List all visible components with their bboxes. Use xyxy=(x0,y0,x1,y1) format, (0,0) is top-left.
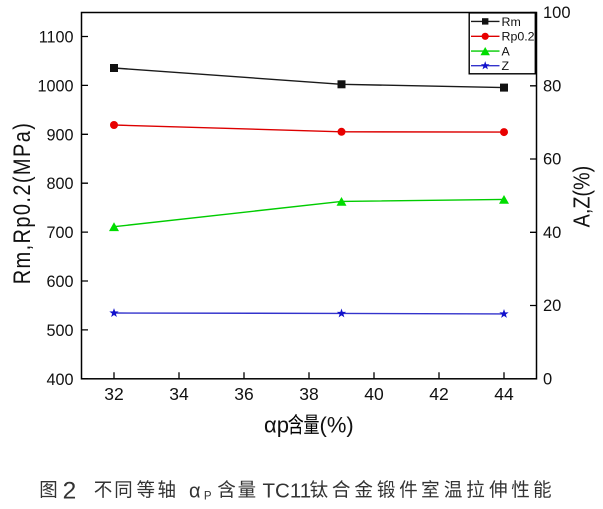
svg-text:40: 40 xyxy=(543,224,561,242)
svg-text:400: 400 xyxy=(46,371,73,389)
svg-text:40: 40 xyxy=(364,384,384,404)
svg-text:800: 800 xyxy=(46,175,73,193)
svg-text:900: 900 xyxy=(46,126,73,144)
svg-text:TC11: TC11 xyxy=(263,480,312,503)
svg-text:38: 38 xyxy=(299,384,318,404)
svg-text:P: P xyxy=(204,490,212,502)
svg-text:36: 36 xyxy=(234,384,253,404)
svg-text:α: α xyxy=(189,481,201,503)
svg-text:42: 42 xyxy=(429,384,448,404)
svg-text:500: 500 xyxy=(46,322,73,340)
svg-text:34: 34 xyxy=(169,384,189,404)
svg-text:2: 2 xyxy=(63,478,77,505)
svg-text:A: A xyxy=(502,45,511,59)
svg-text:αp: αp xyxy=(264,413,289,438)
svg-text:100: 100 xyxy=(543,4,571,22)
svg-text:1000: 1000 xyxy=(37,77,73,95)
svg-text:0: 0 xyxy=(543,371,552,389)
svg-text:Rm: Rm xyxy=(502,15,521,29)
svg-text:20: 20 xyxy=(543,297,561,315)
svg-text:A,Z(%): A,Z(%) xyxy=(569,166,595,228)
svg-text:600: 600 xyxy=(46,273,73,291)
svg-text:700: 700 xyxy=(46,224,73,242)
svg-text:Z: Z xyxy=(502,59,510,73)
svg-text:44: 44 xyxy=(494,384,514,404)
svg-text:60: 60 xyxy=(543,151,561,169)
svg-text:32: 32 xyxy=(104,384,123,404)
svg-text:1100: 1100 xyxy=(39,29,74,47)
svg-text:(%): (%) xyxy=(320,413,354,438)
svg-text:Rp0.2: Rp0.2 xyxy=(502,30,535,44)
svg-text:Rm,Rp0.2(MPa): Rm,Rp0.2(MPa) xyxy=(8,122,35,285)
svg-text:80: 80 xyxy=(543,78,561,96)
